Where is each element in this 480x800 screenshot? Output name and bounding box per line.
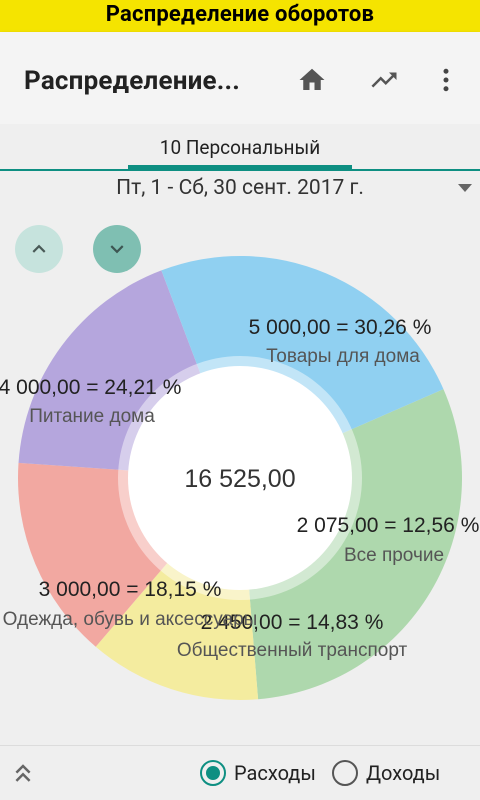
more-vert-icon bbox=[443, 68, 449, 92]
home-icon bbox=[299, 68, 325, 90]
slice-category-label: Все прочие bbox=[344, 545, 444, 566]
trend-button[interactable] bbox=[364, 60, 404, 100]
donut-hole bbox=[128, 366, 352, 590]
income-label: Доходы bbox=[366, 761, 441, 785]
bottom-bar: Расходы Доходы bbox=[0, 745, 480, 800]
slice-value-label: 4 000,00 = 24,21 % bbox=[0, 376, 181, 399]
income-radio[interactable]: Доходы bbox=[332, 759, 440, 787]
slice-value-label: 2 075,00 = 12,56 % bbox=[297, 514, 480, 537]
next-period-button[interactable] bbox=[93, 225, 141, 273]
chevron-up-icon bbox=[32, 244, 46, 253]
page-title: Распределение... bbox=[24, 66, 241, 96]
slice-value-label: 5 000,00 = 30,26 % bbox=[249, 316, 432, 339]
slice-category-label: Товары для дома bbox=[266, 346, 420, 367]
expand-button[interactable] bbox=[8, 758, 38, 788]
previous-period-button[interactable] bbox=[15, 225, 63, 273]
tab-indicator bbox=[128, 165, 352, 169]
chevron-down-icon bbox=[110, 245, 124, 254]
app-bar: Распределение... bbox=[0, 32, 480, 124]
slice-value-label: 3 000,00 = 18,15 % bbox=[39, 578, 222, 601]
period-label: Пт, 1 - Сб, 30 сент. 2017 г. bbox=[116, 176, 364, 200]
double-chevron-up-icon bbox=[15, 764, 31, 782]
slice-category-label: Питание дома bbox=[29, 406, 155, 427]
expenses-radio[interactable]: Расходы bbox=[200, 759, 316, 787]
tab-label: 10 Персональный bbox=[159, 136, 321, 159]
window-title: Распределение оборотов bbox=[105, 2, 375, 27]
tab-account[interactable]: 10 Персональный bbox=[128, 124, 352, 169]
more-menu-button[interactable] bbox=[426, 60, 466, 100]
account-tabs: 10 Персональный bbox=[0, 124, 480, 171]
radio-circle bbox=[332, 760, 358, 786]
slice-category-label: Одежда, обувь и аксессуары bbox=[3, 609, 258, 630]
radio-circle bbox=[200, 760, 226, 786]
slice-value-label: 2 450,00 = 14,83 % bbox=[201, 611, 384, 634]
expenses-label: Расходы bbox=[234, 761, 316, 785]
home-button[interactable] bbox=[292, 60, 332, 100]
period-selector[interactable]: Пт, 1 - Сб, 30 сент. 2017 г. bbox=[0, 172, 480, 208]
window-title-bar: Распределение оборотов bbox=[0, 0, 480, 32]
donut-chart[interactable]: 16 525,00 5 000,00 = 30,26 % Товары для до… bbox=[0, 240, 480, 740]
total-label: 16 525,00 bbox=[184, 465, 295, 493]
slice-category-label: Общественный транспорт bbox=[177, 640, 408, 661]
dropdown-arrow-icon[interactable] bbox=[458, 184, 472, 192]
trending-up-icon bbox=[371, 72, 397, 88]
